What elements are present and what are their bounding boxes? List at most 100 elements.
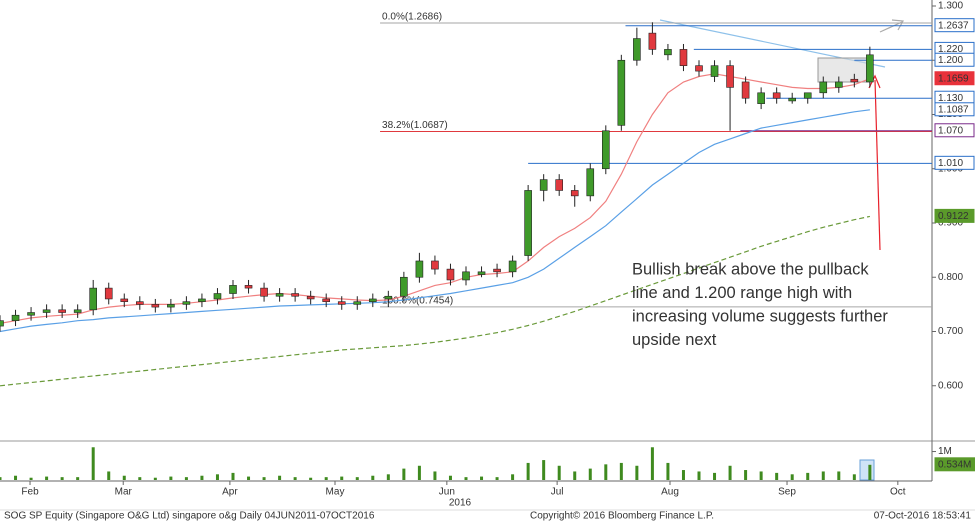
volume-bar xyxy=(464,477,468,480)
volume-bar xyxy=(340,476,344,480)
y-tick-label: 0.800 xyxy=(938,272,963,283)
volume-bar xyxy=(45,476,49,480)
volume-bar xyxy=(619,462,623,480)
target-arrow xyxy=(879,21,903,33)
price-tag xyxy=(934,123,975,138)
x-tick-label: Oct xyxy=(890,487,906,498)
volume-bar xyxy=(837,471,841,480)
candle-body xyxy=(0,320,4,327)
candle-body xyxy=(322,298,331,302)
volume-bar xyxy=(215,474,219,480)
volume-bar xyxy=(355,477,359,480)
candle-body xyxy=(431,260,439,270)
volume-bar xyxy=(604,464,608,480)
y-tick-label: 0.600 xyxy=(938,380,963,391)
volume-bar xyxy=(681,470,685,480)
volume-bar xyxy=(200,475,204,480)
volume-bar xyxy=(153,477,157,480)
volume-bar xyxy=(29,477,33,480)
volume-bar xyxy=(169,476,173,480)
candle-body xyxy=(167,304,175,308)
volume-bar xyxy=(511,474,515,480)
candle-body xyxy=(524,190,532,256)
candle-body xyxy=(757,92,765,104)
price-tag-label: 0.9122 xyxy=(938,211,969,222)
volume-bar xyxy=(324,477,328,480)
candle-body xyxy=(601,130,610,170)
volume-bar xyxy=(184,477,188,480)
volume-bar xyxy=(371,475,375,480)
volume-bar xyxy=(557,465,561,480)
volume-bar xyxy=(744,470,748,480)
x-tick-label: Mar xyxy=(115,487,133,498)
volume-bar xyxy=(790,474,794,480)
candle-body xyxy=(400,276,408,297)
candle-body xyxy=(586,168,595,197)
candle-body xyxy=(617,59,626,126)
volume-bar xyxy=(309,477,313,480)
volume-bar xyxy=(480,476,484,480)
price-tag-label: 1.2637 xyxy=(938,20,969,31)
fib-label: 0.0%(1.2686) xyxy=(382,12,442,23)
volume-bar xyxy=(495,477,499,480)
price-tag xyxy=(934,18,975,33)
volume-tag-label: 0.534M xyxy=(938,459,971,470)
x-tick-label: Feb xyxy=(21,487,39,498)
candle-body xyxy=(73,309,82,313)
candle-body xyxy=(42,309,51,313)
candle-body xyxy=(664,49,672,56)
y-tick-label: 0.700 xyxy=(938,326,963,337)
price-tag xyxy=(934,155,975,170)
volume-bar xyxy=(650,447,654,480)
candle-body xyxy=(462,271,470,281)
volume-bar xyxy=(852,474,856,480)
candle-body xyxy=(695,65,703,72)
volume-bar xyxy=(122,475,126,480)
volume-bar xyxy=(231,472,235,480)
footer-center: Copyright© 2016 Bloomberg Finance L.P. xyxy=(530,511,714,522)
candle-body xyxy=(229,285,237,294)
candle-body xyxy=(741,81,750,99)
volume-tick-label: 1M xyxy=(938,446,952,457)
volume-bar xyxy=(868,464,872,480)
volume-bar xyxy=(60,477,64,480)
volume-bar xyxy=(247,476,251,480)
candle-body xyxy=(213,293,222,300)
candle-body xyxy=(198,298,206,302)
moving-average xyxy=(0,109,870,333)
candle-body xyxy=(493,268,501,273)
moving-average xyxy=(0,215,871,387)
consolidation-box xyxy=(817,57,871,83)
price-tag xyxy=(934,71,975,86)
candle-body xyxy=(136,301,144,305)
candle-body xyxy=(477,271,486,275)
candle-body xyxy=(291,293,299,297)
price-tag xyxy=(934,102,975,117)
volume-bar xyxy=(14,475,18,480)
volume-bar xyxy=(821,471,825,480)
candle-body xyxy=(446,268,455,281)
candle-body xyxy=(415,260,424,278)
candle-body xyxy=(368,298,377,302)
candle-body xyxy=(834,81,843,88)
annotation-line: line and 1.200 range high with xyxy=(632,284,852,302)
volume-bar xyxy=(542,460,546,480)
candle-body xyxy=(151,304,160,308)
volume-bar xyxy=(433,471,437,480)
price-tag xyxy=(934,208,975,223)
candle-body xyxy=(104,287,113,300)
volume-bar xyxy=(588,468,592,480)
footer-left: SOG SP Equity (Singapore O&G Ltd) singap… xyxy=(4,511,375,522)
candle-body xyxy=(633,38,641,61)
x-tick-label: Jul xyxy=(551,487,564,498)
candle-body xyxy=(788,97,797,102)
volume-bar xyxy=(806,472,810,480)
volume-bar xyxy=(713,472,717,480)
volume-bar xyxy=(386,474,390,480)
candle-body xyxy=(275,293,284,297)
volume-bar xyxy=(0,477,2,480)
candle-body xyxy=(384,295,393,300)
volume-bar xyxy=(417,465,421,480)
volume-bar xyxy=(526,462,530,480)
